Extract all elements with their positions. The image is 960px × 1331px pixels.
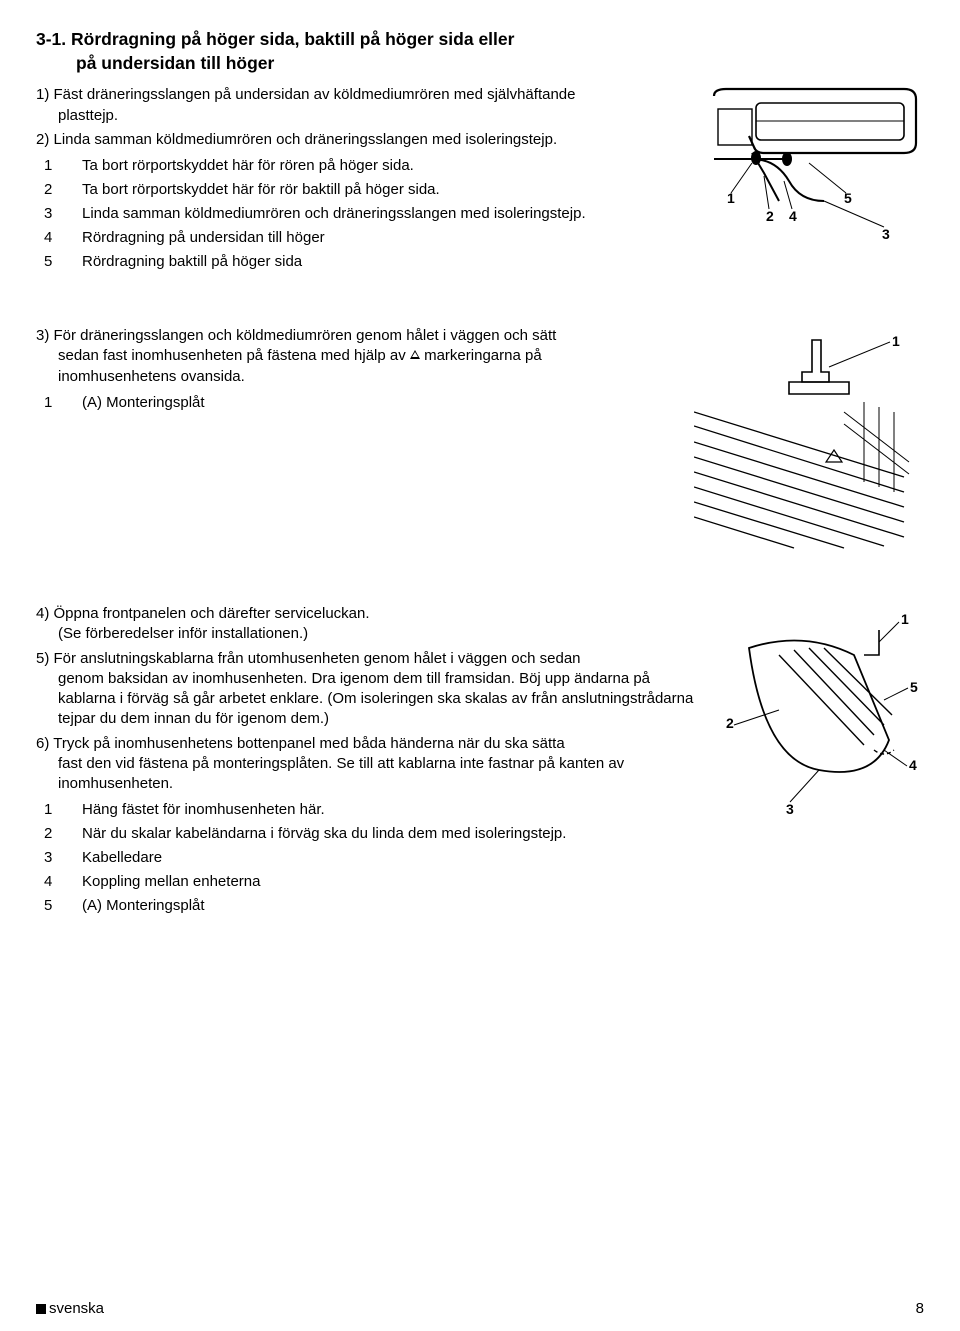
- list-item: 5(A) Monteringsplåt: [36, 894, 706, 918]
- b2-l1: (A) Monteringsplåt: [82, 391, 676, 415]
- b1-l2: Ta bort rörportskyddet här för rör bakti…: [82, 178, 686, 202]
- list-item: 3Linda samman köldmediumrören och dräner…: [36, 202, 686, 226]
- b1-p1b: plasttejp.: [36, 106, 686, 126]
- footer-language: svenska: [36, 1300, 104, 1317]
- b2-legend: 1(A) Monteringsplåt: [36, 391, 676, 415]
- b3-p5a: 5) För anslutningskablarna från utomhuse…: [36, 650, 581, 667]
- page-number: 8: [916, 1300, 924, 1317]
- fig3-callout-5: 5: [910, 679, 918, 695]
- list-item: 3Kabelledare: [36, 846, 706, 870]
- footer-lang-text: svenska: [49, 1300, 104, 1317]
- b1-l3: Linda samman köldmediumrören och dräneri…: [82, 202, 686, 226]
- b1-l1: Ta bort rörportskyddet här för rören på …: [82, 154, 686, 178]
- b1-step-2: 2) Linda samman köldmediumrören och drän…: [36, 130, 686, 150]
- figure-2: 1: [694, 322, 924, 552]
- fig1-callout-4: 4: [789, 208, 797, 224]
- list-item: 4Rördragning på undersidan till höger: [36, 226, 686, 250]
- fig3-callout-2: 2: [726, 715, 734, 731]
- page-footer: svenska 8: [36, 1300, 924, 1317]
- block-3-text: 4) Öppna frontpanelen och därefter servi…: [36, 600, 724, 918]
- list-item: 1Ta bort rörportskyddet här för rören på…: [36, 154, 686, 178]
- block-1-text: 1) Fäst dräneringsslangen på undersidan …: [36, 81, 704, 274]
- b3-p4a: 4) Öppna frontpanelen och därefter servi…: [36, 605, 370, 622]
- b3-step-5: 5) För anslutningskablarna från utomhuse…: [36, 649, 706, 730]
- figure-1: 1 2 4 3 5: [704, 81, 924, 251]
- fig3-callout-3: 3: [786, 801, 794, 817]
- b3-l2: När du skalar kabeländarna i förväg ska …: [82, 822, 706, 846]
- list-item: 1(A) Monteringsplåt: [36, 391, 676, 415]
- b3-p6a: 6) Tryck på inomhusenhetens bottenpanel …: [36, 735, 565, 752]
- block-2: 3) För dräneringsslangen och köldmediumr…: [36, 322, 924, 552]
- fig2-svg: 1: [694, 322, 924, 552]
- list-item: 1Häng fästet för inomhusenheten här.: [36, 798, 706, 822]
- fig1-callout-3: 3: [882, 226, 890, 242]
- square-icon: [36, 1304, 46, 1314]
- b3-l3: Kabelledare: [82, 846, 706, 870]
- section-title: 3-1. Rördragning på höger sida, baktill …: [36, 28, 924, 75]
- b2-p1c: markeringarna på: [424, 347, 542, 364]
- b1-p1a: 1) Fäst dräneringsslangen på undersidan …: [36, 86, 575, 103]
- fig1-callout-2: 2: [766, 208, 774, 224]
- title-line-1: 3-1. Rördragning på höger sida, baktill …: [36, 29, 514, 49]
- b3-l4: Koppling mellan enheterna: [82, 870, 706, 894]
- b3-legend: 1Häng fästet för inomhusenheten här. 2Nä…: [36, 798, 706, 918]
- b1-step-1: 1) Fäst dräneringsslangen på undersidan …: [36, 85, 686, 126]
- b3-p4b: (Se förberedelser inför installationen.): [36, 624, 706, 644]
- list-item: 4Koppling mellan enheterna: [36, 870, 706, 894]
- fig3-callout-1: 1: [901, 611, 909, 627]
- fig2-callout-1: 1: [892, 333, 900, 349]
- b3-p6b: fast den vid fästena på monteringsplåten…: [36, 754, 706, 795]
- b1-legend: 1Ta bort rörportskyddet här för rören på…: [36, 154, 686, 274]
- b1-l4: Rördragning på undersidan till höger: [82, 226, 686, 250]
- b3-step-4: 4) Öppna frontpanelen och därefter servi…: [36, 604, 706, 645]
- fig3-svg: 1 2 3 4 5: [724, 600, 924, 830]
- b2-p1a: 3) För dräneringsslangen och köldmediumr…: [36, 327, 556, 344]
- figure-3: 1 2 3 4 5: [724, 600, 924, 830]
- block-3: 4) Öppna frontpanelen och därefter servi…: [36, 600, 924, 918]
- b3-l5: (A) Monteringsplåt: [82, 894, 706, 918]
- b3-step-6: 6) Tryck på inomhusenhetens bottenpanel …: [36, 734, 706, 795]
- list-item: 2Ta bort rörportskyddet här för rör bakt…: [36, 178, 686, 202]
- title-line-2: på undersidan till höger: [36, 52, 924, 76]
- b3-p5b: genom baksidan av inomhusenheten. Dra ig…: [36, 669, 706, 730]
- fig1-svg: 1 2 4 3 5: [704, 81, 924, 251]
- b2-step-3: 3) För dräneringsslangen och köldmediumr…: [36, 326, 676, 387]
- triangle-icon: [410, 350, 420, 359]
- list-item: 5Rördragning baktill på höger sida: [36, 250, 686, 274]
- block-1: 1) Fäst dräneringsslangen på undersidan …: [36, 81, 924, 274]
- b3-l1: Häng fästet för inomhusenheten här.: [82, 798, 706, 822]
- fig3-callout-4: 4: [909, 757, 917, 773]
- b2-p1d: inomhusenhetens ovansida.: [36, 367, 676, 387]
- b1-l5: Rördragning baktill på höger sida: [82, 250, 686, 274]
- b2-p1b: sedan fast inomhusenheten på fästena med…: [58, 347, 406, 364]
- block-2-text: 3) För dräneringsslangen och köldmediumr…: [36, 322, 694, 415]
- list-item: 2När du skalar kabeländarna i förväg ska…: [36, 822, 706, 846]
